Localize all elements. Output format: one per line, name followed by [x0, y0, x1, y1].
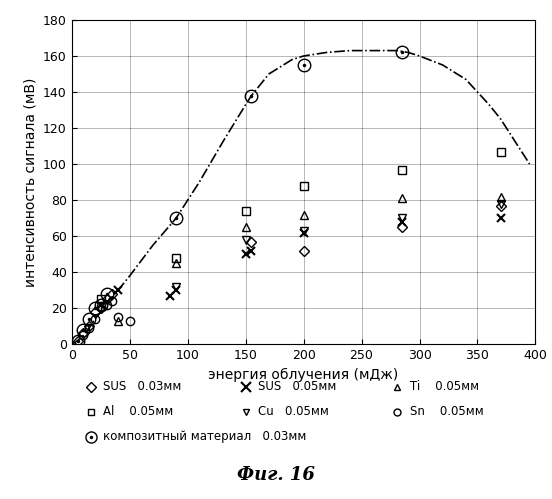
Text: SUS   0.05мм: SUS 0.05мм: [258, 380, 336, 393]
Text: композитный материал   0.03мм: композитный материал 0.03мм: [103, 430, 306, 443]
Y-axis label: интенсивность сигнала (мВ): интенсивность сигнала (мВ): [24, 77, 38, 287]
Text: Ti    0.05мм: Ti 0.05мм: [410, 380, 479, 393]
Text: Al    0.05мм: Al 0.05мм: [103, 405, 173, 418]
Text: Cu   0.05мм: Cu 0.05мм: [258, 405, 328, 418]
Text: SUS   0.03мм: SUS 0.03мм: [103, 380, 182, 393]
X-axis label: энергия облучения (мДж): энергия облучения (мДж): [209, 368, 399, 382]
Text: Фиг. 16: Фиг. 16: [237, 466, 315, 484]
Text: Sn    0.05мм: Sn 0.05мм: [410, 405, 484, 418]
